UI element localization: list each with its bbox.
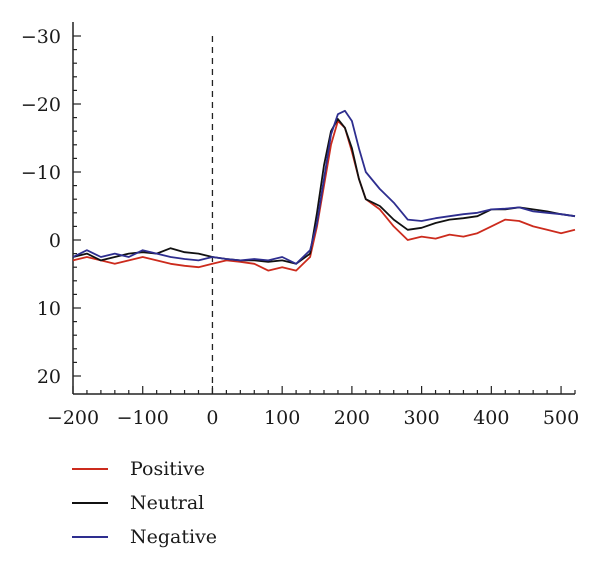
y-tick-label: 10 <box>37 298 61 320</box>
y-tick-label: 0 <box>49 230 61 252</box>
legend-swatch-positive <box>72 468 108 470</box>
legend-item-positive: Positive <box>72 452 217 486</box>
x-tick-label: −100 <box>117 407 169 429</box>
legend: Positive Neutral Negative <box>72 452 217 554</box>
series-line-positive <box>72 120 576 272</box>
x-tick-label: −200 <box>47 407 99 429</box>
legend-label-negative: Negative <box>130 526 218 548</box>
y-tick-label: 20 <box>37 366 61 388</box>
y-tick-label: −10 <box>21 162 61 184</box>
legend-item-neutral: Neutral <box>72 486 217 520</box>
y-tick-label: −20 <box>21 94 61 116</box>
x-tick-label: 100 <box>264 407 300 429</box>
legend-swatch-neutral <box>72 502 108 504</box>
legend-item-negative: Negative <box>72 520 217 554</box>
y-tick-label: −30 <box>21 26 61 48</box>
x-tick-label: 200 <box>334 407 370 429</box>
legend-swatch-negative <box>72 536 108 538</box>
legend-label-positive: Positive <box>130 458 205 480</box>
x-tick-label: 300 <box>403 407 439 429</box>
legend-label-neutral: Neutral <box>130 492 205 514</box>
series-line-neutral <box>72 118 576 265</box>
x-tick-label: 0 <box>206 407 218 429</box>
series-line-negative <box>72 109 576 265</box>
x-tick-label: 500 <box>543 407 579 429</box>
x-tick-label: 400 <box>473 407 509 429</box>
